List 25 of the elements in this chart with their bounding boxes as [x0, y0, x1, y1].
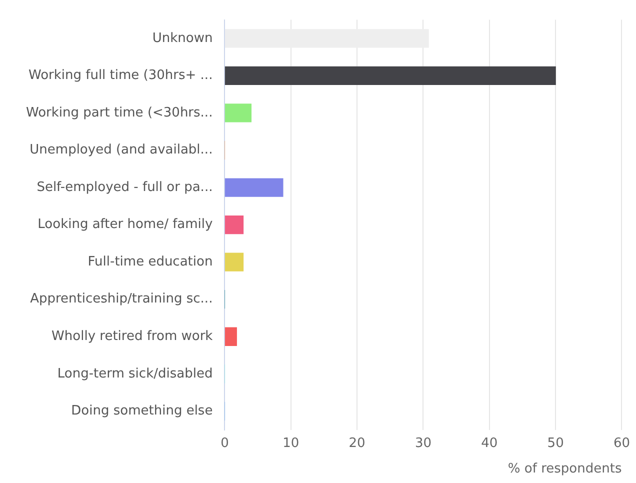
y-tick-label: Doing something else [71, 404, 213, 419]
y-tick-label: Full-time education [88, 254, 213, 270]
y-tick-label: Unemployed (and availabl... [30, 142, 213, 158]
y-tick-label: Wholly retired from work [52, 328, 214, 344]
x-tick-label: 50 [547, 436, 564, 451]
y-tick-label: Looking after home/ family [38, 217, 214, 232]
y-tick-label: Long-term sick/disabled [57, 366, 213, 382]
x-tick-label: 10 [282, 436, 300, 451]
y-tick-label: Unknown [152, 30, 213, 46]
bar [224, 327, 237, 346]
bar [224, 252, 244, 272]
bar [224, 104, 252, 122]
x-tick-label: 20 [348, 436, 366, 451]
y-tick-label: Working part time (<30hrs... [26, 105, 213, 120]
x-tick-label: 30 [414, 436, 432, 451]
x-tick-label: 40 [481, 436, 498, 451]
x-axis-title: % of respondents [508, 462, 622, 477]
x-tick-label: 0 [220, 436, 229, 451]
x-tick-label: 60 [613, 436, 630, 451]
bar [224, 66, 556, 86]
y-tick-label: Working full time (30hrs+ ... [28, 68, 213, 84]
bar [224, 178, 284, 197]
y-tick-label: Apprenticeship/training sc... [30, 292, 213, 307]
bar [224, 215, 244, 234]
y-tick-label: Self-employed - full or pa... [36, 180, 213, 195]
